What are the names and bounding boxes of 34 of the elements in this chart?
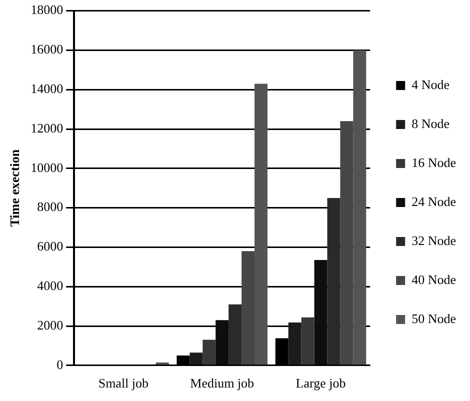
y-tick-label: 4000	[37, 278, 64, 294]
y-tick-label: 16000	[30, 42, 64, 57]
y-tick-label: 18000	[30, 2, 64, 18]
legend-label: 32 Node	[412, 232, 456, 248]
y-tick-label: 2000	[37, 317, 64, 332]
bar	[190, 352, 203, 365]
bar	[340, 121, 354, 365]
bar	[314, 260, 328, 365]
y-tick-label: 0	[56, 356, 64, 372]
bar	[327, 198, 340, 365]
bar	[242, 251, 255, 365]
bar	[202, 340, 216, 365]
bar	[254, 84, 268, 365]
y-tick-label: 10000	[30, 160, 64, 175]
x-tick-label: Large job	[296, 376, 346, 391]
bar	[156, 362, 169, 365]
bar	[228, 304, 242, 365]
x-tick-label: Small job	[98, 376, 149, 391]
bar	[353, 50, 366, 365]
y-tick-label: 6000	[37, 238, 64, 254]
legend-label: 8 Node	[412, 116, 450, 131]
y-tick-label: 12000	[30, 120, 64, 136]
legend-label: 24 Node	[412, 194, 456, 209]
bar	[301, 317, 314, 365]
y-tick-label: 14000	[30, 81, 64, 96]
x-tick-label: Medium job	[190, 376, 254, 391]
legend-label: 50 Node	[412, 310, 456, 326]
legend-label: 40 Node	[412, 272, 456, 287]
y-tick-label: 8000	[37, 199, 64, 214]
bar	[216, 320, 229, 365]
y-axis-title: Time exection	[7, 148, 22, 227]
bar	[288, 322, 302, 365]
legend-label: 4 Node	[412, 76, 450, 92]
legend-label: 16 Node	[412, 154, 456, 170]
